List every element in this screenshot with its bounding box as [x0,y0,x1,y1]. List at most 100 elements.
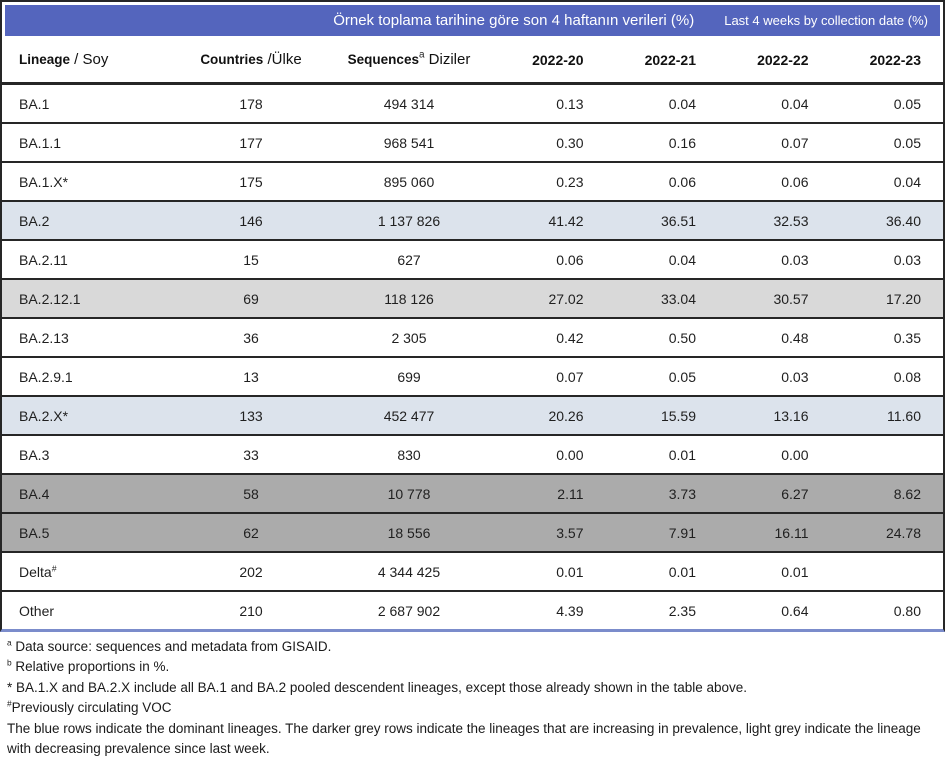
week-value-cell: 0.01 [668,446,696,463]
header-cell-sequences-tr-label: Diziler [424,51,471,68]
header-cell-countries: Countries /Ülke [177,38,325,84]
week-value-cell: 4.39 [556,602,584,619]
week-value-cell [831,552,944,591]
week-value-cell: 0.03 [781,368,809,385]
countries-cell: 69 [243,290,259,307]
week-value-cell: 30.57 [773,290,809,307]
header-cell-lineage: Lineage / Soy [2,38,177,84]
week-value-cell: 0.01 [668,563,696,580]
week-value-cell: 27.02 [548,290,584,307]
footnote-superscript: # [7,698,12,709]
week-value-cell: 0.48 [781,329,809,346]
week-value-cell: 3.73 [668,485,696,502]
week-value-cell: 20.26 [548,407,584,424]
header-cell-countries-tr-label: /Ülke [263,51,302,68]
table-row: BA.1 178 494 314 0.13 0.04 0.04 0.05 [2,84,943,124]
footnote-text: Previously circulating VOC [11,700,172,716]
footnote-superscript: b [7,657,12,668]
header-cell-week-2022-23: 2022-23 [869,52,921,68]
table-row: BA.2.11 15 627 0.06 0.04 0.03 0.03 [2,240,943,279]
lineage-name: Delta [19,563,52,580]
week-value-cell: 0.04 [668,251,696,268]
week-value-cell: 3.57 [556,524,584,541]
lineage-cell: BA.1.X* [2,162,177,201]
sequences-cell: 830 [397,446,421,463]
lineage-superscript: # [51,562,57,573]
footnote-text: Data source: sequences and metadata from… [11,639,332,654]
countries-cell: 58 [243,485,259,502]
countries-cell: 15 [243,251,259,268]
lineage-name: BA.1 [19,95,50,112]
lineage-name: BA.2.X* [19,407,69,424]
header-cell-sequences-en-label: Sequences [347,52,419,67]
sequences-cell: 1 137 826 [377,212,441,229]
table-row: BA.4 58 10 778 2.11 3.73 6.27 8.62 [2,474,943,513]
sequences-cell: 895 060 [383,173,435,190]
week-value-cell: 16.11 [774,524,809,541]
table-row: BA.3 33 830 0.00 0.01 0.00 [2,435,943,474]
lineage-cell: BA.4 [2,474,177,513]
week-value-cell: 24.78 [885,524,921,541]
lineage-cell: BA.3 [2,435,177,474]
table-row: BA.2 146 1 137 826 41.42 36.51 32.53 36.40 [2,201,943,240]
header-cell-sequences: Sequencesa Diziler [325,38,493,84]
lineage-cell: BA.2 [2,201,177,240]
countries-cell: 178 [239,95,263,112]
footnote-text: Relative proportions in %. [11,659,170,675]
week-value-cell: 0.64 [781,602,809,619]
table-row: BA.5 62 18 556 3.57 7.91 16.11 24.78 [2,513,943,552]
countries-cell: 177 [239,134,263,151]
week-value-cell: 0.07 [781,134,809,151]
week-value-cell: 8.62 [893,485,921,502]
week-value-cell: 11.60 [887,407,921,424]
week-value-cell: 0.01 [556,563,584,580]
countries-cell: 133 [239,407,263,424]
sequences-cell: 452 477 [383,407,435,424]
week-value-cell: 41.42 [548,212,584,229]
title-turkish: Örnek toplama tarihine göre son 4 haftan… [333,12,695,29]
sequences-cell: 10 778 [387,485,431,502]
table-row: BA.1.X* 175 895 060 0.23 0.06 0.06 0.04 [2,162,943,201]
week-value-cell: 0.04 [781,95,809,112]
footnote: #Previously circulating VOC [7,698,935,718]
title-english: Last 4 weeks by collection date (%) [724,13,928,28]
lineage-cell: BA.2.11 [2,240,177,279]
header-cell-week-2022-21: 2022-21 [644,52,696,68]
countries-cell: 210 [239,602,263,619]
footnote: * BA.1.X and BA.2.X include all BA.1 and… [7,678,935,698]
footnote-superscript: a [7,637,12,648]
week-value-cell: 0.16 [668,134,696,151]
table-row: BA.2.X* 133 452 477 20.26 15.59 13.16 11.60 [2,396,943,435]
table-row: Other 210 2 687 902 4.39 2.35 0.64 0.80 [2,591,943,629]
lineage-name: BA.5 [19,524,50,541]
lineage-name: BA.4 [19,485,50,502]
lineage-cell: BA.1 [2,84,177,124]
sequences-cell: 627 [397,251,421,268]
lineage-cell: BA.2.9.1 [2,357,177,396]
week-value-cell: 0.00 [556,446,584,463]
sequences-cell: 699 [397,368,421,385]
countries-cell: 202 [239,563,263,580]
table-row: BA.2.9.1 13 699 0.07 0.05 0.03 0.08 [2,357,943,396]
week-value-cell: 0.50 [668,329,696,346]
table-row: BA.2.12.1 69 118 126 27.02 33.04 30.57 17.20 [2,279,943,318]
header-cell-week-2022-20: 2022-20 [532,52,584,68]
footnote: a Data source: sequences and metadata fr… [7,637,935,657]
week-value-cell: 0.30 [556,134,584,151]
header-cell-countries-en-label: Countries [200,52,264,67]
lineage-name: BA.2.9.1 [19,368,73,385]
week-value-cell: 0.03 [893,251,921,268]
sequences-cell: 18 556 [387,524,431,541]
countries-cell: 146 [239,212,263,229]
week-value-cell: 0.04 [668,95,696,112]
footnote: b Relative proportions in %. [7,657,935,677]
lineage-cell: BA.2.13 [2,318,177,357]
lineage-table-frame: Örnek toplama tarihine göre son 4 haftan… [0,0,945,632]
sequences-cell: 968 541 [383,134,435,151]
week-value-cell: 17.20 [885,290,921,307]
countries-cell: 175 [239,173,263,190]
lineage-name: BA.3 [19,446,50,463]
lineage-cell: BA.5 [2,513,177,552]
week-value-cell: 0.42 [556,329,584,346]
